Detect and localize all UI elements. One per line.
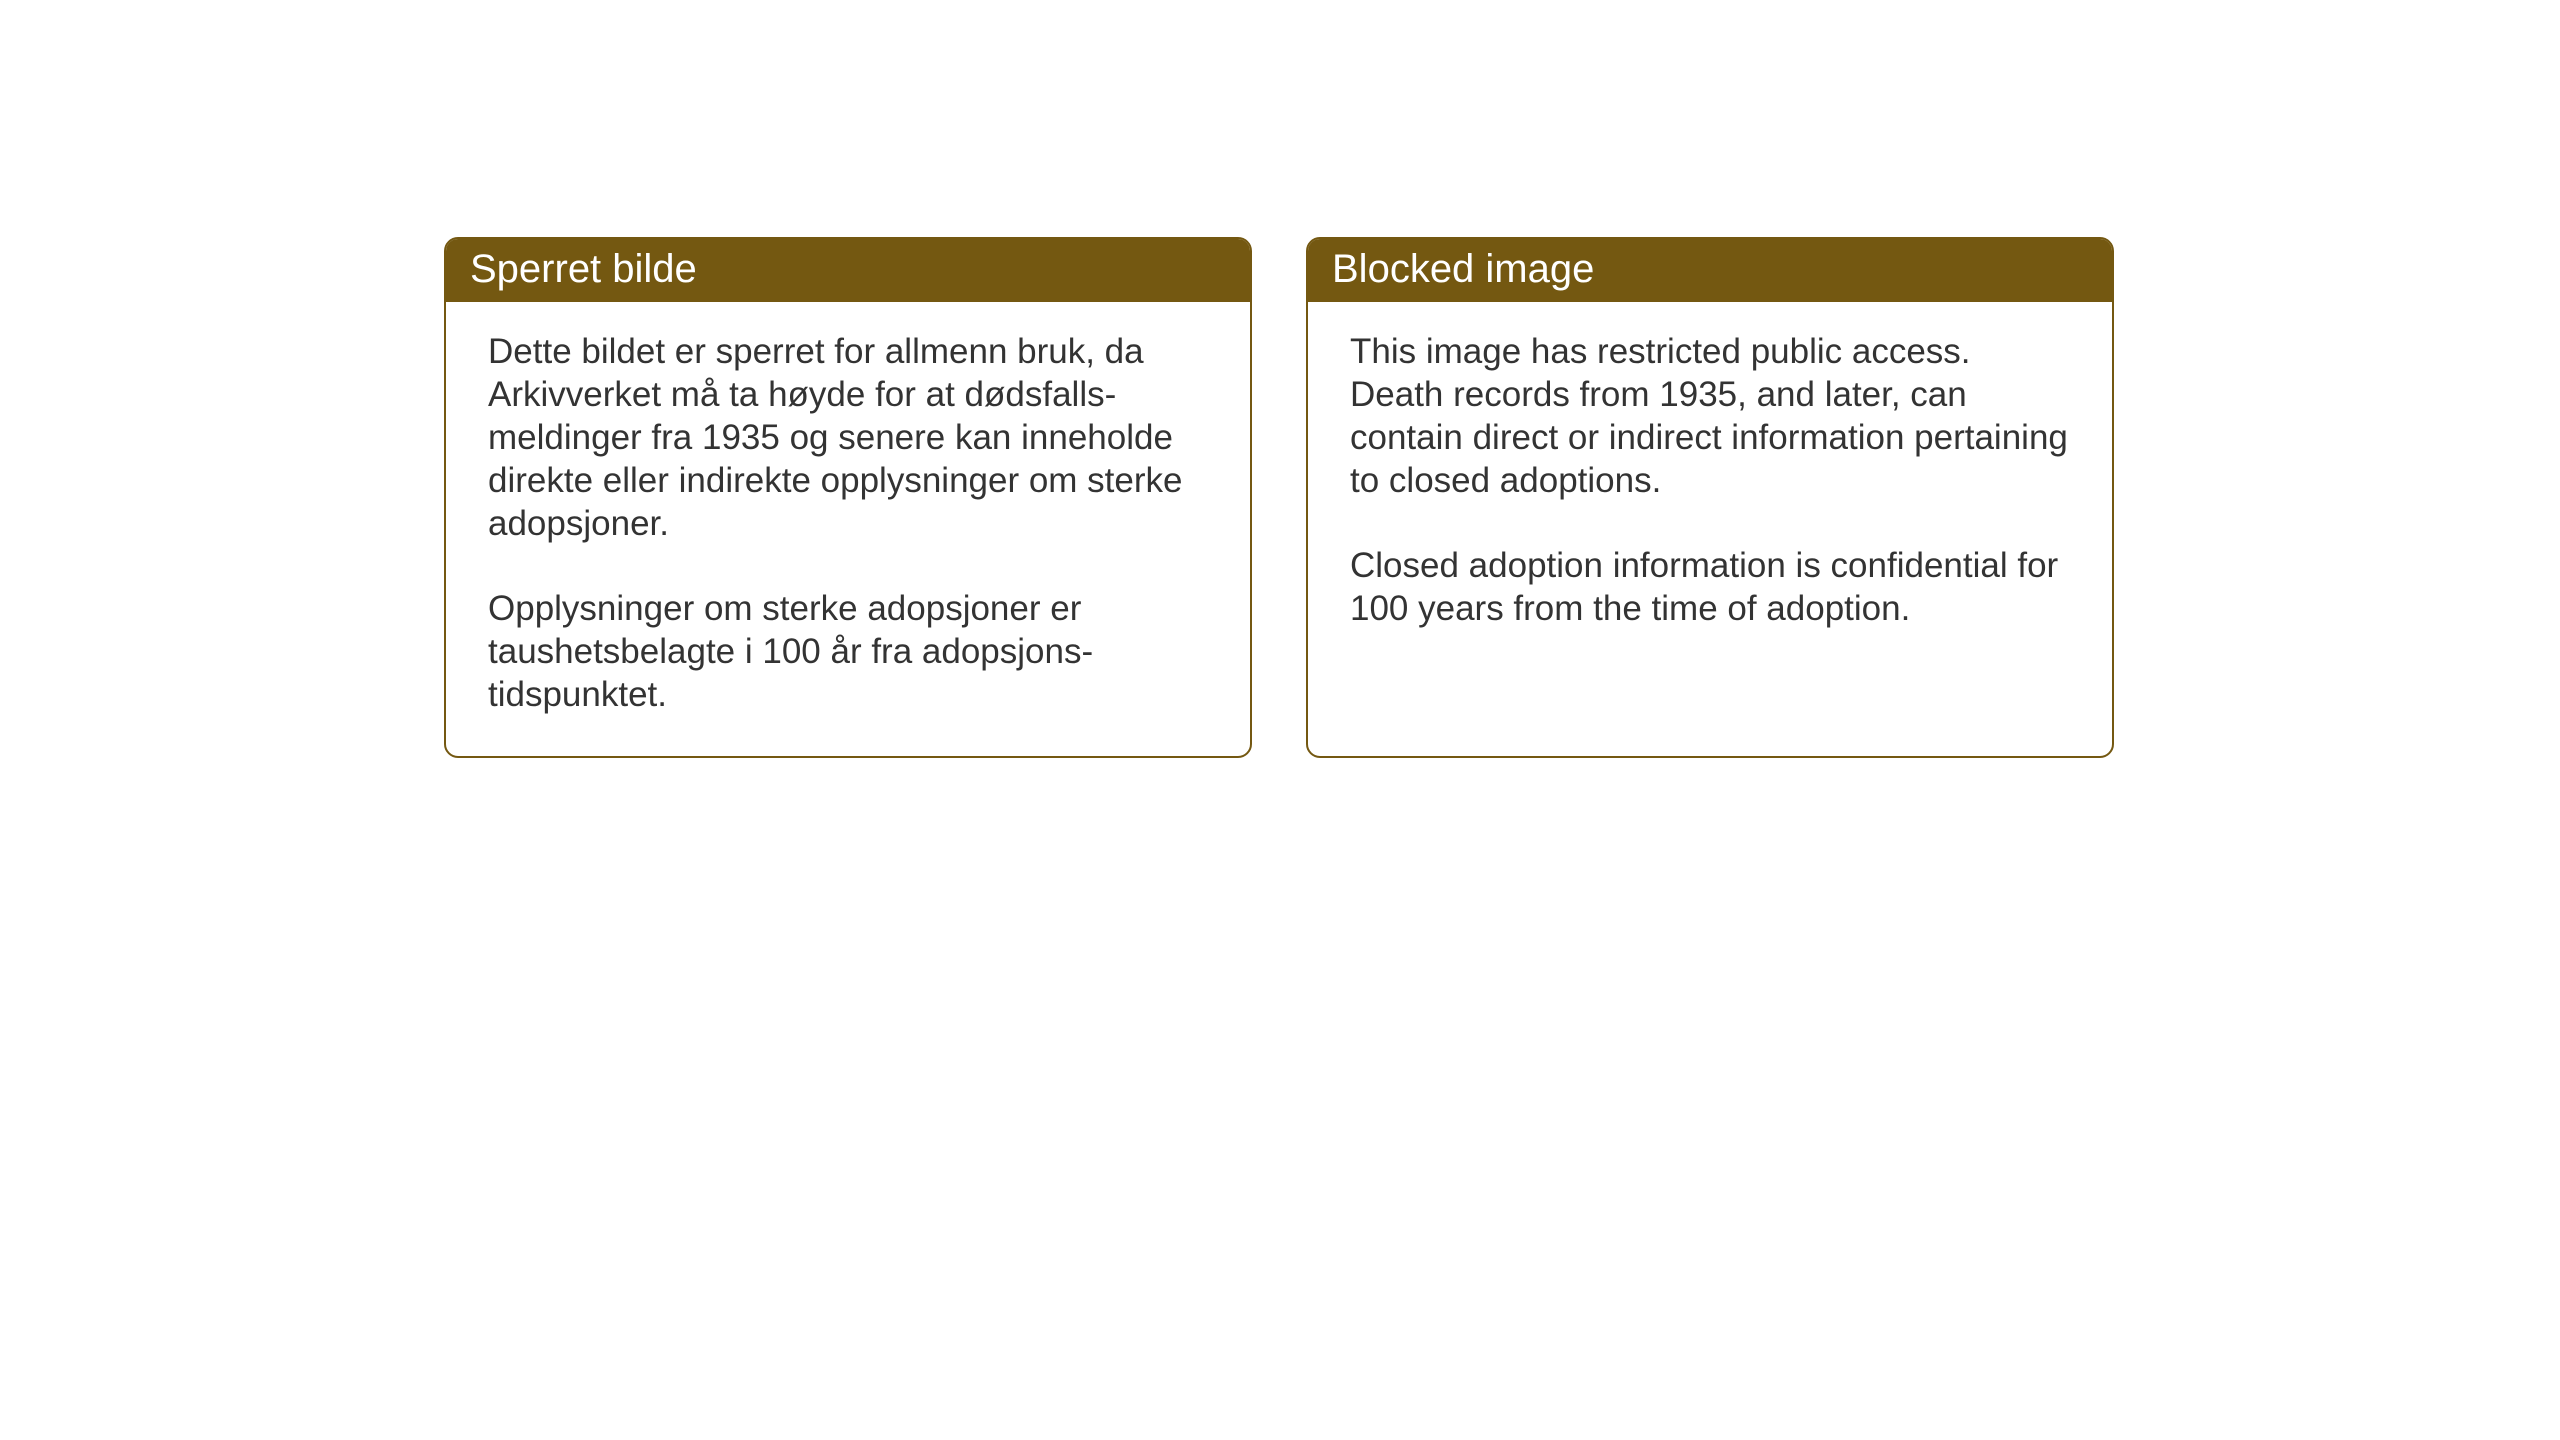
notice-paragraph-2-english: Closed adoption information is confident… bbox=[1350, 544, 2070, 630]
notice-container: Sperret bilde Dette bildet er sperret fo… bbox=[444, 237, 2114, 758]
notice-card-english: Blocked image This image has restricted … bbox=[1306, 237, 2114, 758]
notice-paragraph-1-norwegian: Dette bildet er sperret for allmenn bruk… bbox=[488, 330, 1208, 545]
notice-card-norwegian: Sperret bilde Dette bildet er sperret fo… bbox=[444, 237, 1252, 758]
notice-body-norwegian: Dette bildet er sperret for allmenn bruk… bbox=[446, 302, 1250, 756]
notice-paragraph-1-english: This image has restricted public access.… bbox=[1350, 330, 2070, 502]
notice-title-english: Blocked image bbox=[1308, 239, 2112, 302]
notice-body-english: This image has restricted public access.… bbox=[1308, 302, 2112, 670]
notice-paragraph-2-norwegian: Opplysninger om sterke adopsjoner er tau… bbox=[488, 587, 1208, 716]
notice-title-norwegian: Sperret bilde bbox=[446, 239, 1250, 302]
